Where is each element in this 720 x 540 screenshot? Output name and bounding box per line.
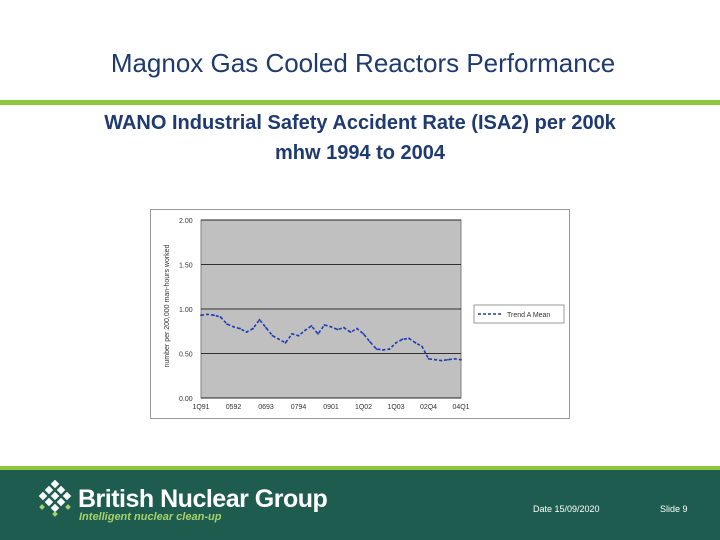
chart-svg: 0.00 0.50 1.00 1.50 2.00 1Q91 0592 0693 0794 090… [164,218,565,411]
data-point [317,333,319,335]
x-tick-label: 1Q02 [355,404,372,411]
data-point [252,327,254,330]
legend-label: Trend A Mean [507,312,550,319]
data-point [245,331,248,334]
data-point [284,341,287,344]
x-tick-label: 0592 [226,404,242,411]
data-point [323,324,326,326]
x-tick-label: 02Q4 [420,404,437,411]
data-point [421,345,423,348]
data-point [213,314,215,317]
title-divider [0,100,720,105]
slide-title: Magnox Gas Cooled Reactors Performance [110,48,616,78]
company-name: British Nuclear Group [78,485,328,513]
chart-heading-line-2: mhw 1994 to 2004 [274,142,446,164]
data-point [200,314,202,317]
x-tick-labels: 1Q91 0592 0693 0794 0901 1Q02 1Q03 02Q4 04Q1 [192,404,469,411]
series-layer [200,313,462,362]
x-tick-label: 1Q03 [387,404,404,411]
gridlines [201,219,461,399]
y-tick-labels: 0.00 0.50 1.00 1.50 2.00 [179,218,193,403]
company-tagline: Intelligent nuclear clean-up [79,511,222,523]
footer-date: Date 15/09/2020 [533,504,600,514]
data-point [304,329,306,332]
data-point [369,341,371,343]
x-tick-label: 0693 [258,404,274,411]
data-point [362,333,365,335]
data-point [447,358,449,361]
data-point [343,326,345,329]
data-point [434,358,436,361]
data-point [375,348,378,350]
data-point [460,358,462,361]
chart-heading-line-1: WANO Industrial Safety Accident Rate (IS… [104,112,616,134]
data-point [232,325,235,328]
footer-accent-stripe [0,466,720,470]
legend: Trend A Mean [473,304,565,324]
data-point [453,357,456,360]
chart-frame: 0.00 0.50 1.00 1.50 2.00 1Q91 0592 0693 0794 090… [150,209,570,419]
data-point [401,338,404,341]
footer: British Nuclear Group Intelligent nuclea… [0,466,720,540]
legend-box [473,304,565,324]
data-point [388,348,391,350]
y-tick-label: 2.00 [179,218,193,225]
data-point [349,331,352,334]
data-point [427,357,430,360]
data-point [414,341,417,344]
y-axis-label: number per 200,000 man-hours worked [164,244,171,367]
data-point [206,313,209,316]
data-point [258,318,261,321]
y-tick-label: 0.50 [179,352,193,359]
y-tick-label: 0.00 [179,396,193,403]
x-tick-label: 0794 [291,404,307,411]
data-point [310,325,313,327]
data-point [219,316,222,318]
data-point [356,327,358,330]
data-point [291,333,293,335]
data-point [278,338,280,341]
data-point [271,334,274,337]
data-point [382,349,384,351]
x-tick-label: 0901 [323,404,339,411]
y-tick-label: 1.50 [179,263,193,270]
data-point [336,328,339,331]
data-point [226,323,228,326]
data-point [330,325,332,328]
data-point [297,334,300,337]
slide-number: Slide 9 [660,504,688,514]
data-point [265,326,267,329]
x-tick-label: 04Q1 [452,404,469,411]
x-tick-label: 1Q91 [192,404,209,411]
company-logo-icon [38,480,72,517]
data-point [239,327,241,330]
chart-heading: WANO Industrial Safety Accident Rate (IS… [40,108,680,168]
data-point [408,337,410,340]
data-point [395,341,397,344]
data-point [440,359,443,362]
y-tick-label: 1.00 [179,307,193,314]
